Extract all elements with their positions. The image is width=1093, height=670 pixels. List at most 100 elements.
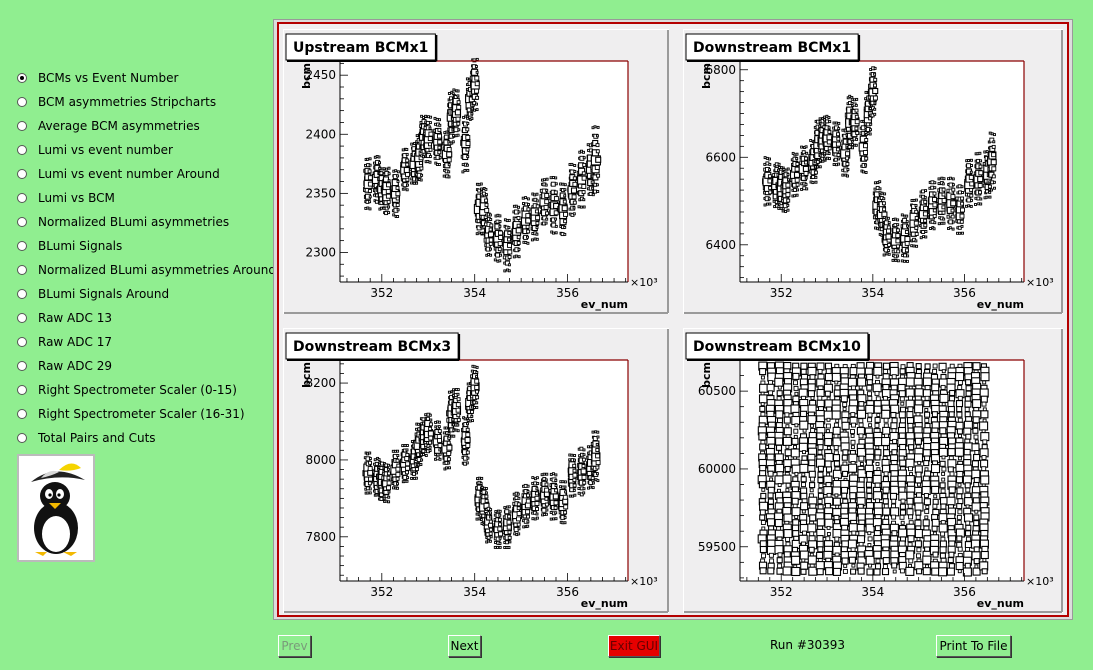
histogram-bin — [466, 116, 470, 120]
histogram-bin — [498, 230, 503, 236]
radio-checked-icon[interactable] — [17, 73, 27, 83]
radio-option[interactable]: Raw ADC 17 — [16, 330, 266, 354]
radio-option[interactable]: Total Pairs and Cuts — [16, 426, 266, 450]
histogram-bin — [942, 217, 946, 221]
histogram-bin — [947, 557, 954, 564]
histogram-bin — [561, 182, 565, 186]
histogram-bin — [419, 463, 423, 466]
histogram-bin — [932, 368, 938, 374]
plot-canvas[interactable]: 352 354 356 2300 2350 2400 2450 ×10³ ev_num bcm Up… — [277, 22, 1069, 617]
histogram-bin — [498, 541, 502, 545]
radio-option[interactable]: BCM asymmetries Stripcharts — [16, 90, 266, 114]
histogram-bin — [410, 181, 414, 185]
radio-option[interactable]: Average BCM asymmetries — [16, 114, 266, 138]
histogram-bin — [988, 190, 992, 194]
histogram-pad[interactable]: 352 354 356 2300 2350 2400 2450 ×10³ ev_num bcm Up… — [283, 29, 669, 314]
histogram-bin — [522, 202, 525, 205]
histogram-bin — [809, 476, 815, 482]
radio-option[interactable]: Raw ADC 29 — [16, 354, 266, 378]
histogram-bin — [535, 199, 539, 203]
radio-option[interactable]: BCMs vs Event Number — [16, 66, 266, 90]
histogram-bin — [810, 396, 815, 401]
histogram-bin — [470, 112, 474, 116]
radio-unchecked-icon[interactable] — [17, 409, 27, 419]
radio-option[interactable]: Lumi vs event number Around — [16, 162, 266, 186]
radio-unchecked-icon[interactable] — [17, 241, 27, 251]
radio-unchecked-icon[interactable] — [17, 169, 27, 179]
histogram-bin — [916, 537, 921, 542]
radio-unchecked-icon[interactable] — [17, 97, 27, 107]
print-to-file-button[interactable]: Print To File — [936, 635, 1011, 657]
histogram-bin — [790, 448, 800, 458]
histogram-bin — [817, 488, 823, 494]
radio-option[interactable]: Lumi vs event number — [16, 138, 266, 162]
radio-unchecked-icon[interactable] — [17, 217, 27, 227]
histogram-bin — [498, 214, 502, 218]
histogram-bin — [817, 444, 824, 451]
histogram-bin — [534, 501, 540, 506]
histogram-bin — [873, 550, 882, 559]
histogram-bin — [923, 218, 928, 223]
radio-unchecked-icon[interactable] — [17, 433, 27, 443]
radio-option[interactable]: Normalized BLumi asymmetries Around — [16, 258, 276, 282]
histogram-pad[interactable]: 352 354 356 6400 6600 6800 ×10³ ev_num bcm Downst… — [683, 29, 1063, 314]
histogram-bin — [420, 173, 424, 177]
radio-unchecked-icon[interactable] — [17, 193, 27, 203]
histogram-bin — [484, 498, 489, 503]
radio-option[interactable]: Right Spectrometer Scaler (16-31) — [16, 402, 266, 426]
histogram-bin — [516, 511, 522, 516]
histogram-bin — [972, 416, 980, 424]
histogram-bin — [794, 515, 799, 519]
radio-unchecked-icon[interactable] — [17, 361, 27, 371]
histogram-bin — [526, 484, 530, 488]
histogram-bin — [438, 457, 442, 461]
histogram-pad[interactable]: 352 354 356 59500 60000 60500 ×10³ ev_num bcm Dow… — [683, 328, 1063, 613]
histogram-bin — [498, 235, 504, 240]
radio-unchecked-icon[interactable] — [17, 385, 27, 395]
histogram-bin — [525, 224, 530, 229]
radio-unchecked-icon[interactable] — [17, 265, 27, 275]
radio-option[interactable]: BLumi Signals — [16, 234, 266, 258]
histogram-bin — [554, 484, 558, 487]
histogram-bin — [563, 504, 569, 510]
histogram-bin — [759, 545, 767, 554]
histogram-bin — [946, 496, 956, 506]
histogram-pad[interactable]: 352 354 356 7800 8000 8200 ×10³ ev_num bcm Downst… — [283, 328, 669, 613]
histogram-bin — [429, 418, 433, 422]
radio-unchecked-icon[interactable] — [17, 337, 27, 347]
radio-option[interactable]: Raw ADC 13 — [16, 306, 266, 330]
histogram-bin — [581, 457, 586, 462]
histogram-bin — [900, 364, 906, 370]
histogram-bin — [535, 507, 539, 511]
prev-button[interactable]: Prev — [278, 635, 311, 657]
histogram-bin — [415, 181, 419, 185]
radio-option[interactable]: Lumi vs BCM — [16, 186, 266, 210]
histogram-bin — [428, 440, 433, 445]
radio-unchecked-icon[interactable] — [17, 313, 27, 323]
histogram-bin — [526, 514, 530, 519]
histogram-bin — [368, 157, 372, 161]
radio-unchecked-icon[interactable] — [17, 145, 27, 155]
histogram-bin — [807, 415, 817, 425]
histogram-bin — [488, 227, 493, 232]
exit-gui-button[interactable]: Exit GUI — [608, 635, 660, 657]
radio-unchecked-icon[interactable] — [17, 121, 27, 131]
histogram-bin — [552, 231, 555, 235]
histogram-bin — [874, 422, 880, 428]
radio-option[interactable]: BLumi Signals Around — [16, 282, 266, 306]
next-button[interactable]: Next — [448, 635, 481, 657]
histogram-bin — [516, 516, 521, 522]
histogram-bin — [534, 495, 540, 501]
histogram-bin — [900, 498, 906, 504]
histogram-bin — [907, 535, 915, 543]
radio-option[interactable]: Right Spectrometer Scaler (0-15) — [16, 378, 266, 402]
histogram-bin — [940, 503, 947, 510]
radio-option[interactable]: Normalized BLumi asymmetries — [16, 210, 266, 234]
histogram-bin — [765, 156, 769, 160]
histogram-bin — [939, 540, 947, 548]
radio-unchecked-icon[interactable] — [17, 289, 27, 299]
histogram-bin — [969, 181, 975, 187]
histogram-bin — [562, 199, 567, 204]
histogram-bin — [526, 235, 529, 239]
histogram-bin — [795, 182, 800, 187]
